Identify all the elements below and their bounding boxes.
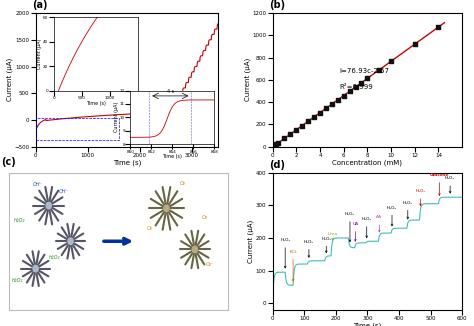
Text: O₂: O₂ xyxy=(201,215,207,220)
Text: (d): (d) xyxy=(269,160,285,170)
Text: (c): (c) xyxy=(1,157,16,167)
Text: KCL: KCL xyxy=(289,250,297,281)
Text: UA: UA xyxy=(352,222,358,241)
Text: (a): (a) xyxy=(32,0,47,10)
Point xyxy=(274,140,282,145)
Text: H₂O₂: H₂O₂ xyxy=(49,255,60,260)
Point xyxy=(292,127,300,132)
Point xyxy=(411,41,419,47)
Text: OH⁻: OH⁻ xyxy=(32,183,43,187)
Y-axis label: Current (μA): Current (μA) xyxy=(6,58,13,101)
Y-axis label: Current (μA): Current (μA) xyxy=(248,220,255,263)
Text: H₂O₂: H₂O₂ xyxy=(12,278,23,283)
Point xyxy=(352,84,359,90)
Text: AA: AA xyxy=(376,215,383,232)
Text: H₂O₂: H₂O₂ xyxy=(345,212,355,242)
Text: O₂: O₂ xyxy=(180,181,185,186)
Text: R²=0.999: R²=0.999 xyxy=(339,84,373,90)
Text: i=76.93c-2.57: i=76.93c-2.57 xyxy=(339,68,389,74)
Text: H₂O₂: H₂O₂ xyxy=(14,218,25,223)
Point xyxy=(435,24,442,30)
Y-axis label: Current (μA): Current (μA) xyxy=(245,58,251,101)
Text: H₂O₂: H₂O₂ xyxy=(415,189,426,206)
Circle shape xyxy=(192,246,198,253)
Text: H₂O₂: H₂O₂ xyxy=(304,240,314,257)
X-axis label: Time (s): Time (s) xyxy=(353,322,382,326)
Point xyxy=(387,59,395,64)
Text: O₂: O₂ xyxy=(147,226,153,231)
Bar xyxy=(36,118,119,140)
Point xyxy=(310,114,318,120)
Point xyxy=(316,110,324,115)
Point xyxy=(272,142,280,147)
Circle shape xyxy=(164,205,169,212)
Point xyxy=(270,143,277,149)
Point xyxy=(334,97,341,102)
Text: OH⁻: OH⁻ xyxy=(59,189,69,194)
Point xyxy=(298,123,306,128)
Text: H₂O₂: H₂O₂ xyxy=(387,206,397,226)
Point xyxy=(375,67,383,72)
Point xyxy=(286,131,294,137)
Point xyxy=(340,93,347,98)
Text: H₂O₂: H₂O₂ xyxy=(403,201,413,219)
X-axis label: Concentration (mM): Concentration (mM) xyxy=(332,159,402,166)
Point xyxy=(364,76,371,81)
Text: O₂⁻: O₂⁻ xyxy=(206,262,214,267)
Text: H₂O₂: H₂O₂ xyxy=(362,217,372,238)
Text: Glucose: Glucose xyxy=(429,173,449,195)
Bar xyxy=(171,113,203,120)
Point xyxy=(281,136,288,141)
Text: H₂O₂: H₂O₂ xyxy=(445,176,455,193)
Text: Urea: Urea xyxy=(328,232,337,240)
Point xyxy=(346,89,353,94)
X-axis label: Time (s): Time (s) xyxy=(113,159,141,166)
Text: H₂O₂: H₂O₂ xyxy=(280,238,290,268)
Circle shape xyxy=(46,202,51,209)
Circle shape xyxy=(33,265,38,272)
Point xyxy=(357,80,365,85)
Circle shape xyxy=(68,238,73,244)
Point xyxy=(322,106,329,111)
Text: H₂O₂: H₂O₂ xyxy=(321,237,331,253)
Point xyxy=(328,101,336,107)
Point xyxy=(304,119,312,124)
Text: (b): (b) xyxy=(269,0,285,10)
